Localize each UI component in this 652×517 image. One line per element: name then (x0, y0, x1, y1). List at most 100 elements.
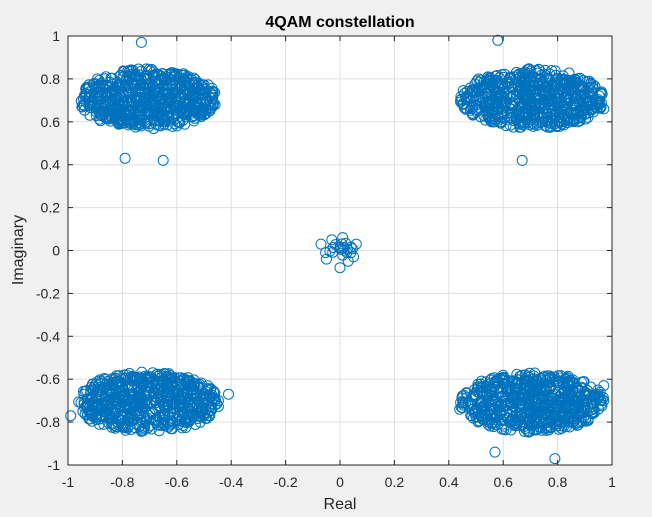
data-point (164, 68, 176, 80)
data-point (96, 87, 108, 99)
data-point (580, 92, 592, 104)
data-point-outlier (326, 234, 338, 246)
data-point (189, 419, 201, 430)
data-point (99, 73, 111, 85)
data-point (497, 390, 509, 402)
data-point (186, 92, 198, 104)
data-point (538, 416, 550, 428)
data-point (136, 366, 148, 378)
data-point (163, 368, 175, 380)
data-point (129, 98, 140, 110)
data-point (530, 424, 542, 436)
data-point (101, 88, 112, 100)
x-tick-label: 0.4 (439, 474, 459, 490)
data-point (182, 375, 194, 387)
data-point (505, 382, 517, 394)
data-point (471, 106, 483, 118)
data-point-outlier (334, 262, 346, 274)
x-tick-label: -0.8 (110, 474, 134, 490)
data-point (113, 99, 125, 111)
data-point-outlier (454, 403, 466, 415)
data-point-outlier (119, 152, 131, 164)
data-point (499, 68, 510, 80)
data-point (100, 113, 112, 124)
data-point-outlier (135, 36, 147, 48)
data-point (150, 403, 162, 415)
data-point (195, 377, 207, 389)
data-point (130, 121, 142, 133)
data-point (185, 389, 197, 401)
data-point (539, 385, 551, 397)
data-point-outlier (157, 154, 169, 166)
data-point (138, 423, 150, 435)
data-point (540, 89, 552, 101)
data-point (562, 370, 574, 382)
x-tick-label: 0.6 (493, 474, 513, 490)
data-point (467, 102, 479, 114)
data-point (587, 79, 599, 91)
data-point (456, 392, 468, 404)
y-tick-label: 0.2 (41, 200, 61, 216)
data-point (547, 110, 559, 122)
data-point (559, 385, 571, 397)
data-point (527, 120, 539, 132)
data-point (589, 390, 601, 401)
data-point (559, 398, 571, 410)
data-point (135, 417, 147, 428)
data-point (540, 86, 552, 98)
data-point (152, 368, 164, 380)
data-point (563, 67, 575, 79)
data-point (489, 396, 501, 407)
data-point (85, 385, 97, 397)
y-axis-label: Imaginary (10, 215, 27, 285)
data-point (500, 98, 512, 110)
data-point (461, 103, 473, 115)
data-point (557, 86, 569, 97)
data-point (511, 368, 523, 380)
data-point (521, 69, 533, 81)
data-point-outlier (549, 453, 561, 465)
data-point (123, 119, 134, 131)
data-point (204, 410, 216, 422)
data-point (545, 99, 557, 111)
y-tick-label: -1 (48, 457, 61, 473)
data-point (153, 425, 165, 437)
data-point (208, 97, 220, 109)
data-point (549, 95, 561, 107)
data-point (475, 378, 487, 390)
data-point (87, 411, 99, 422)
data-point (553, 423, 565, 435)
y-tick-label: -0.4 (36, 328, 60, 344)
data-point (504, 119, 516, 131)
data-point (128, 397, 140, 409)
data-point (99, 374, 111, 385)
data-point (99, 100, 111, 112)
data-point (143, 382, 155, 394)
data-point (119, 372, 131, 384)
data-point (157, 389, 169, 401)
data-point (462, 398, 474, 410)
data-point-outlier (598, 380, 610, 392)
data-point (516, 369, 528, 381)
data-point (516, 97, 528, 108)
data-point (491, 408, 503, 420)
data-point (455, 397, 467, 409)
data-point (574, 72, 586, 84)
data-point (491, 374, 503, 386)
data-point (568, 97, 580, 109)
data-point (593, 90, 605, 102)
data-point (186, 405, 197, 417)
data-point (480, 376, 492, 388)
y-tick-label: 0 (52, 243, 60, 259)
data-point (153, 401, 165, 413)
data-point-outlier (65, 410, 77, 422)
x-tick-label: -1 (62, 474, 75, 490)
data-point (197, 409, 209, 421)
data-point (571, 392, 583, 404)
data-point (127, 104, 139, 116)
data-point (125, 408, 137, 420)
data-point (135, 98, 147, 110)
data-point-outlier (350, 238, 362, 250)
data-point (101, 376, 113, 387)
data-point (127, 370, 139, 382)
